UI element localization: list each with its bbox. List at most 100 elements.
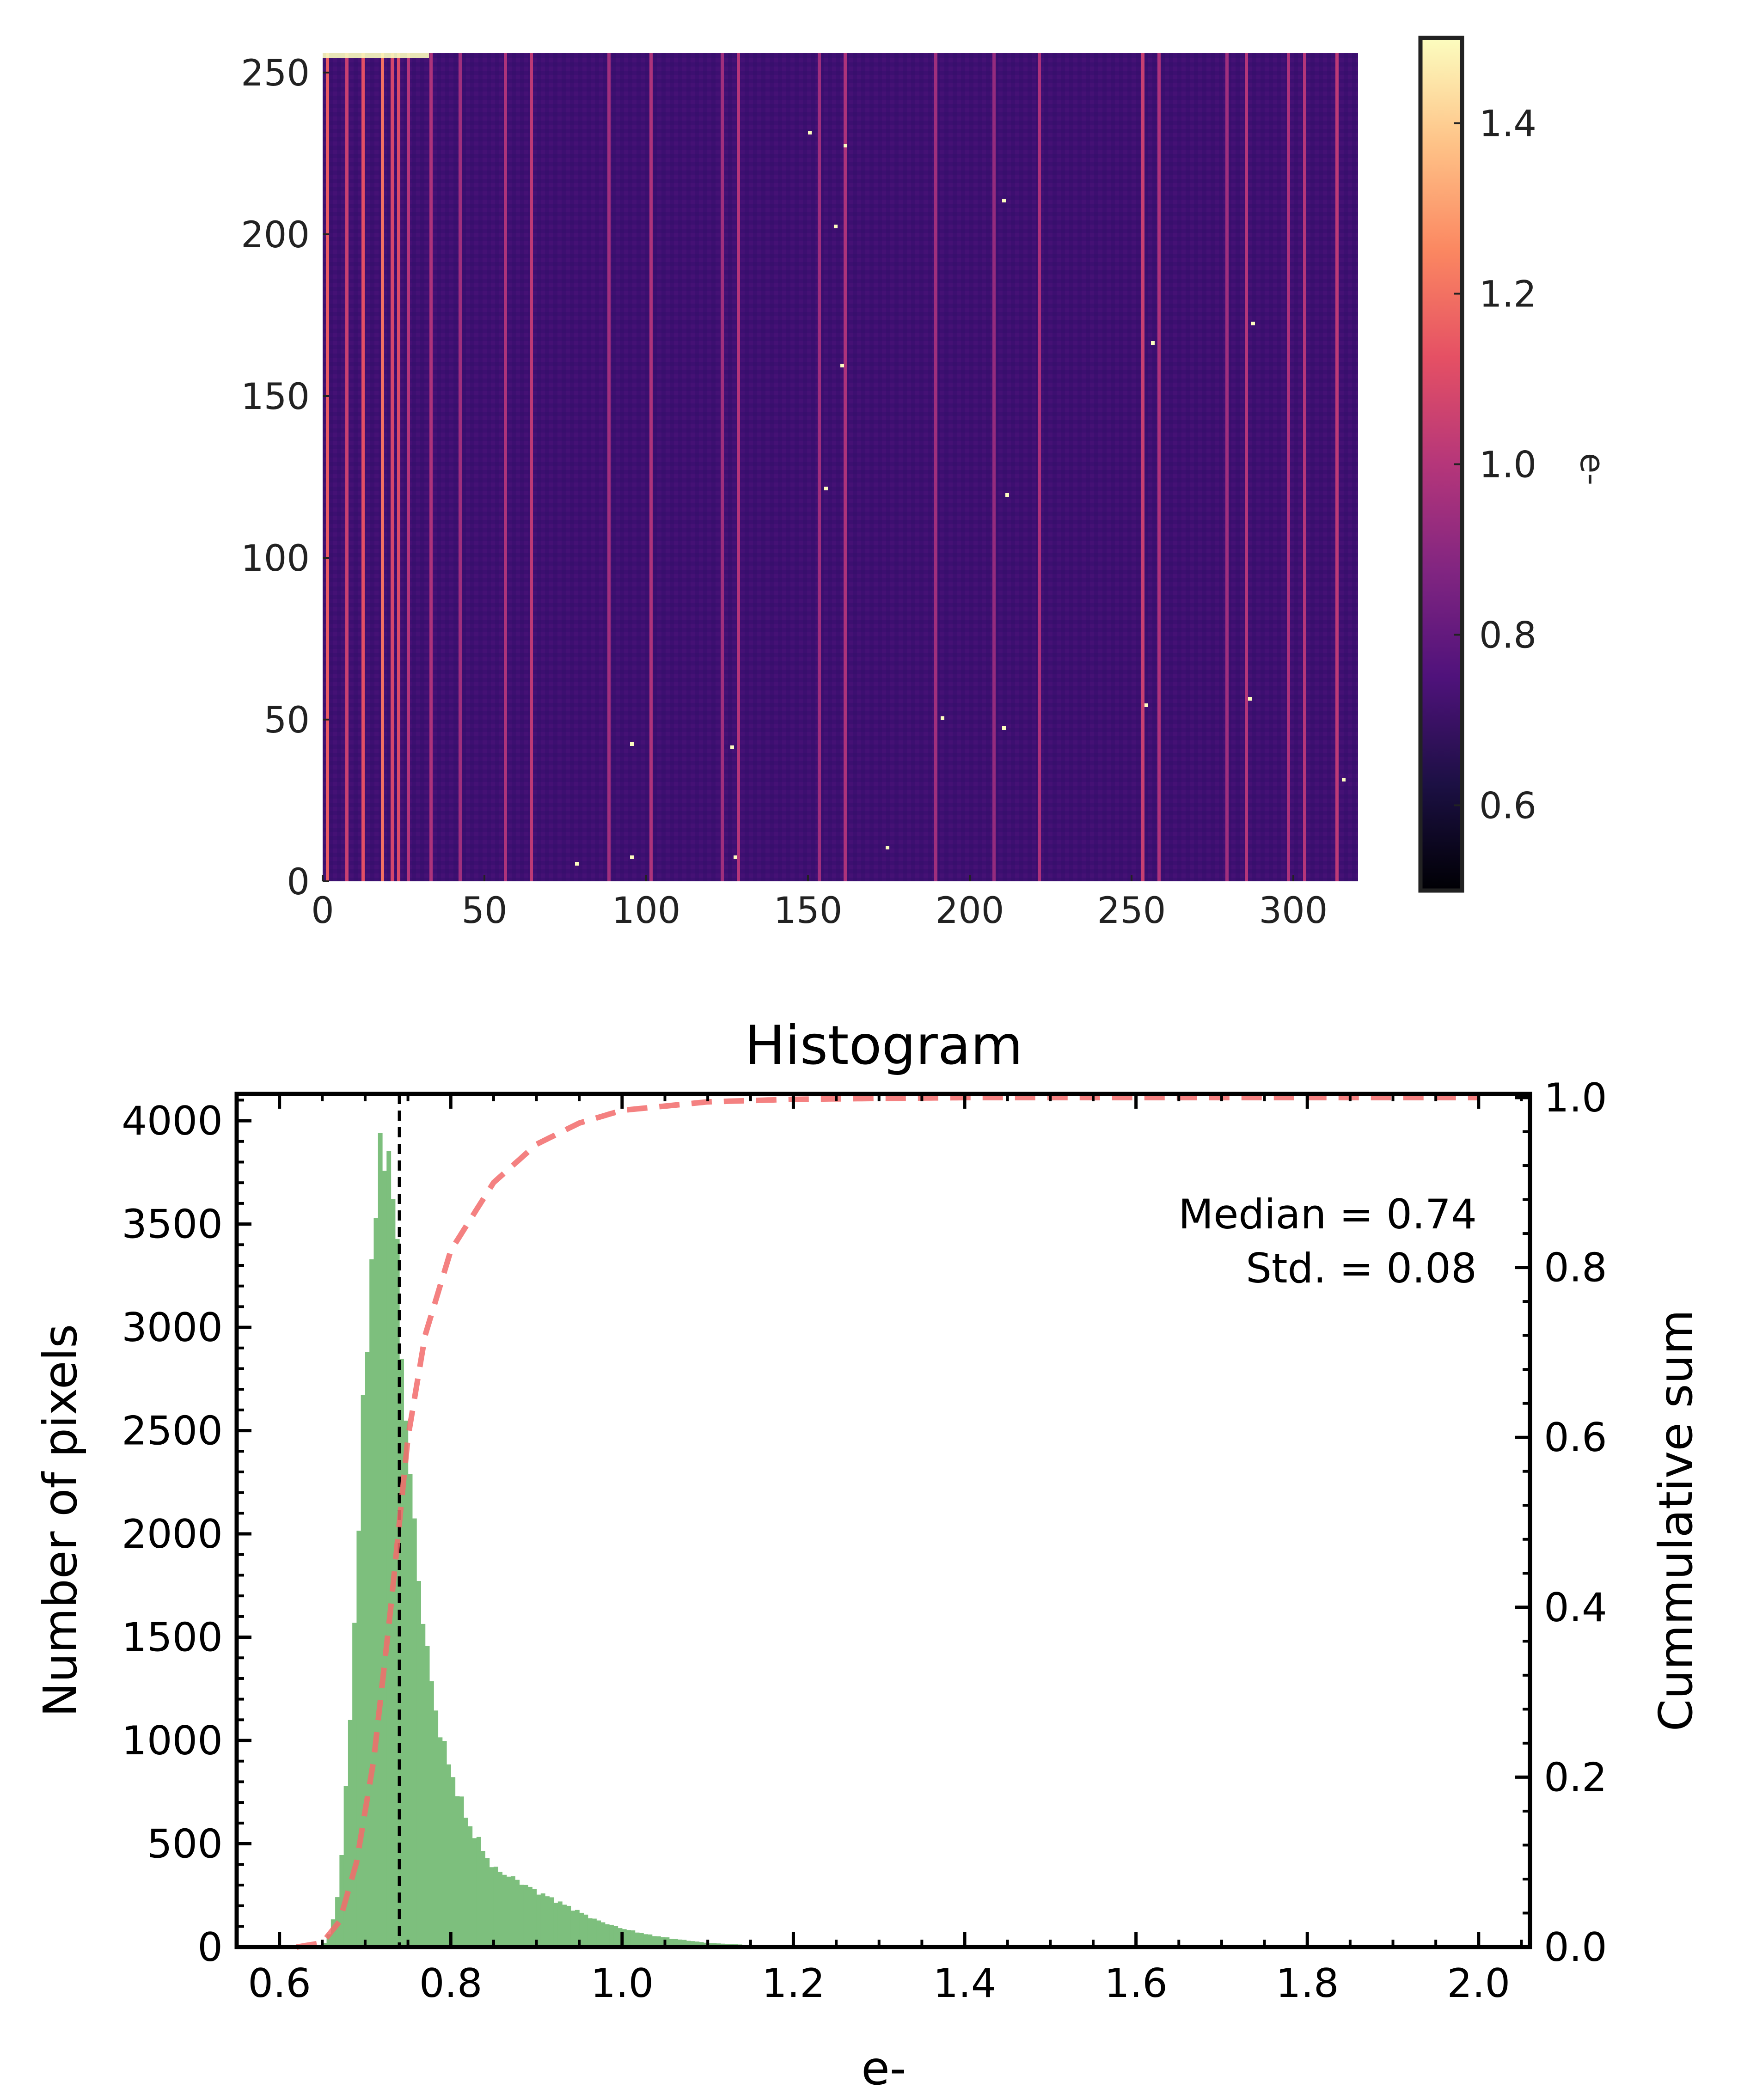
histogram-bar bbox=[592, 1918, 597, 1947]
bright-column bbox=[530, 53, 533, 881]
bright-column bbox=[391, 53, 394, 881]
histogram-bar bbox=[665, 1937, 670, 1947]
histogram-x-tick-label: 1.8 bbox=[1276, 1960, 1339, 2007]
heatmap-noise bbox=[323, 53, 1358, 881]
histogram-bar bbox=[691, 1941, 695, 1947]
bright-column bbox=[1225, 53, 1229, 881]
histogram-y-tick-label: 3000 bbox=[122, 1305, 223, 1351]
histogram-y2-tick-label: 0.0 bbox=[1544, 1924, 1607, 1971]
hot-pixel bbox=[941, 716, 944, 720]
histogram-y2-tick-label: 0.8 bbox=[1544, 1245, 1607, 1291]
histogram-bar bbox=[669, 1939, 674, 1947]
hot-pixel bbox=[834, 225, 838, 228]
histogram-bar bbox=[643, 1934, 649, 1947]
histogram-ylabel: Number of pixels bbox=[33, 1324, 87, 1717]
bright-column bbox=[1303, 53, 1306, 881]
histogram-x-tick-label: 1.0 bbox=[590, 1960, 654, 2007]
histogram-bar bbox=[459, 1796, 464, 1947]
heatmap-hot-pixels bbox=[575, 131, 1346, 866]
histogram-bar bbox=[699, 1942, 704, 1947]
histogram-bar bbox=[523, 1885, 528, 1947]
histogram-y-tick-label: 2000 bbox=[122, 1511, 223, 1557]
hot-pixel bbox=[575, 862, 579, 866]
histogram-bar bbox=[613, 1926, 618, 1947]
bright-column bbox=[737, 53, 740, 881]
colorbar-ticks: 0.6 0.8 1.0 1.2 1.4 bbox=[1454, 104, 1536, 827]
histogram-bar bbox=[575, 1910, 580, 1947]
histogram-bar bbox=[570, 1911, 575, 1947]
histogram-x-tick-label: 1.4 bbox=[933, 1960, 997, 2007]
heatmap-x-tick-label: 200 bbox=[936, 890, 1004, 932]
histogram-bar bbox=[378, 1133, 383, 1947]
histogram-bar bbox=[429, 1681, 434, 1947]
histogram-bar bbox=[557, 1901, 563, 1947]
heatmap-x-tick-label: 0 bbox=[311, 890, 334, 932]
heatmap-y-tick-label: 100 bbox=[241, 538, 310, 580]
histogram-bar bbox=[356, 1531, 361, 1947]
std-annotation: Std. = 0.08 bbox=[1246, 1245, 1477, 1292]
histogram-bar bbox=[656, 1936, 661, 1947]
histogram-y-tick-label: 1500 bbox=[122, 1615, 223, 1661]
histogram-bar bbox=[493, 1867, 498, 1947]
colorbar-tick-label: 0.6 bbox=[1479, 786, 1536, 827]
histogram-bar bbox=[562, 1905, 567, 1947]
histogram-y2label: Cummulative sum bbox=[1649, 1310, 1703, 1732]
colorbar-gradient bbox=[1418, 36, 1464, 893]
histogram-bar bbox=[618, 1928, 623, 1947]
histogram-bar bbox=[373, 1218, 379, 1947]
histogram-bar bbox=[549, 1897, 554, 1947]
heatmap-x-tick-label: 50 bbox=[461, 890, 507, 932]
heatmap-x-tick-label: 150 bbox=[774, 890, 843, 932]
heatmap-y-tick-label: 150 bbox=[241, 376, 310, 418]
hot-pixel bbox=[840, 364, 844, 367]
hot-pixel bbox=[630, 855, 634, 859]
histogram-y2-tick-label: 0.2 bbox=[1544, 1754, 1607, 1801]
histogram-bar bbox=[703, 1942, 708, 1947]
histogram-bar bbox=[438, 1737, 443, 1947]
bright-column bbox=[934, 53, 937, 881]
histogram-bar bbox=[476, 1837, 481, 1947]
histogram-bar bbox=[395, 1239, 400, 1947]
bright-column bbox=[1038, 53, 1041, 881]
bright-column bbox=[992, 53, 996, 881]
histogram-bar bbox=[605, 1924, 610, 1947]
histogram-bar bbox=[635, 1932, 640, 1947]
histogram-plot-frame bbox=[234, 1092, 1532, 1949]
histogram-bar bbox=[404, 1420, 409, 1947]
hot-pixel bbox=[1151, 341, 1155, 345]
histogram-bar bbox=[451, 1777, 456, 1947]
histogram-y-tick-label: 3500 bbox=[122, 1202, 223, 1248]
histogram-bar bbox=[472, 1838, 477, 1947]
bright-column bbox=[721, 53, 724, 881]
histogram-y-tick-label: 500 bbox=[147, 1821, 223, 1868]
histogram-x-tick-label: 1.6 bbox=[1104, 1960, 1168, 2007]
hot-pixel bbox=[730, 745, 734, 749]
histogram-y2-tick-label: 0.4 bbox=[1544, 1585, 1607, 1631]
histogram-y2-ticks: 0.0 0.2 0.4 0.6 0.8 1.0 bbox=[1515, 1075, 1607, 1971]
histogram-bar bbox=[661, 1937, 666, 1947]
histogram-bar bbox=[399, 1359, 404, 1947]
histogram-bar bbox=[600, 1922, 606, 1947]
histogram-bar bbox=[545, 1896, 550, 1947]
histogram-bar bbox=[678, 1939, 683, 1947]
bright-column bbox=[1335, 53, 1339, 881]
bright-column bbox=[1245, 53, 1248, 881]
bright-column bbox=[345, 53, 349, 881]
bright-column bbox=[381, 53, 384, 881]
histogram-bar bbox=[682, 1940, 687, 1947]
colorbar-tick-label: 1.4 bbox=[1479, 104, 1536, 145]
bright-column bbox=[844, 53, 847, 881]
histogram-bar bbox=[442, 1741, 447, 1947]
histogram-bar bbox=[352, 1623, 357, 1947]
bright-column bbox=[649, 53, 653, 881]
hot-pixel bbox=[1005, 493, 1009, 497]
histogram-bar bbox=[425, 1646, 430, 1947]
histogram-bar bbox=[583, 1914, 588, 1947]
histogram-bar bbox=[648, 1934, 653, 1947]
bright-column bbox=[1157, 53, 1161, 881]
histogram-bar bbox=[596, 1920, 601, 1947]
bright-column bbox=[504, 53, 507, 881]
bright-column bbox=[607, 53, 611, 881]
histogram-x-ticks: 0.6 0.8 1.0 1.2 1.4 1.6 1.8 2.0 bbox=[235, 1094, 1523, 2007]
